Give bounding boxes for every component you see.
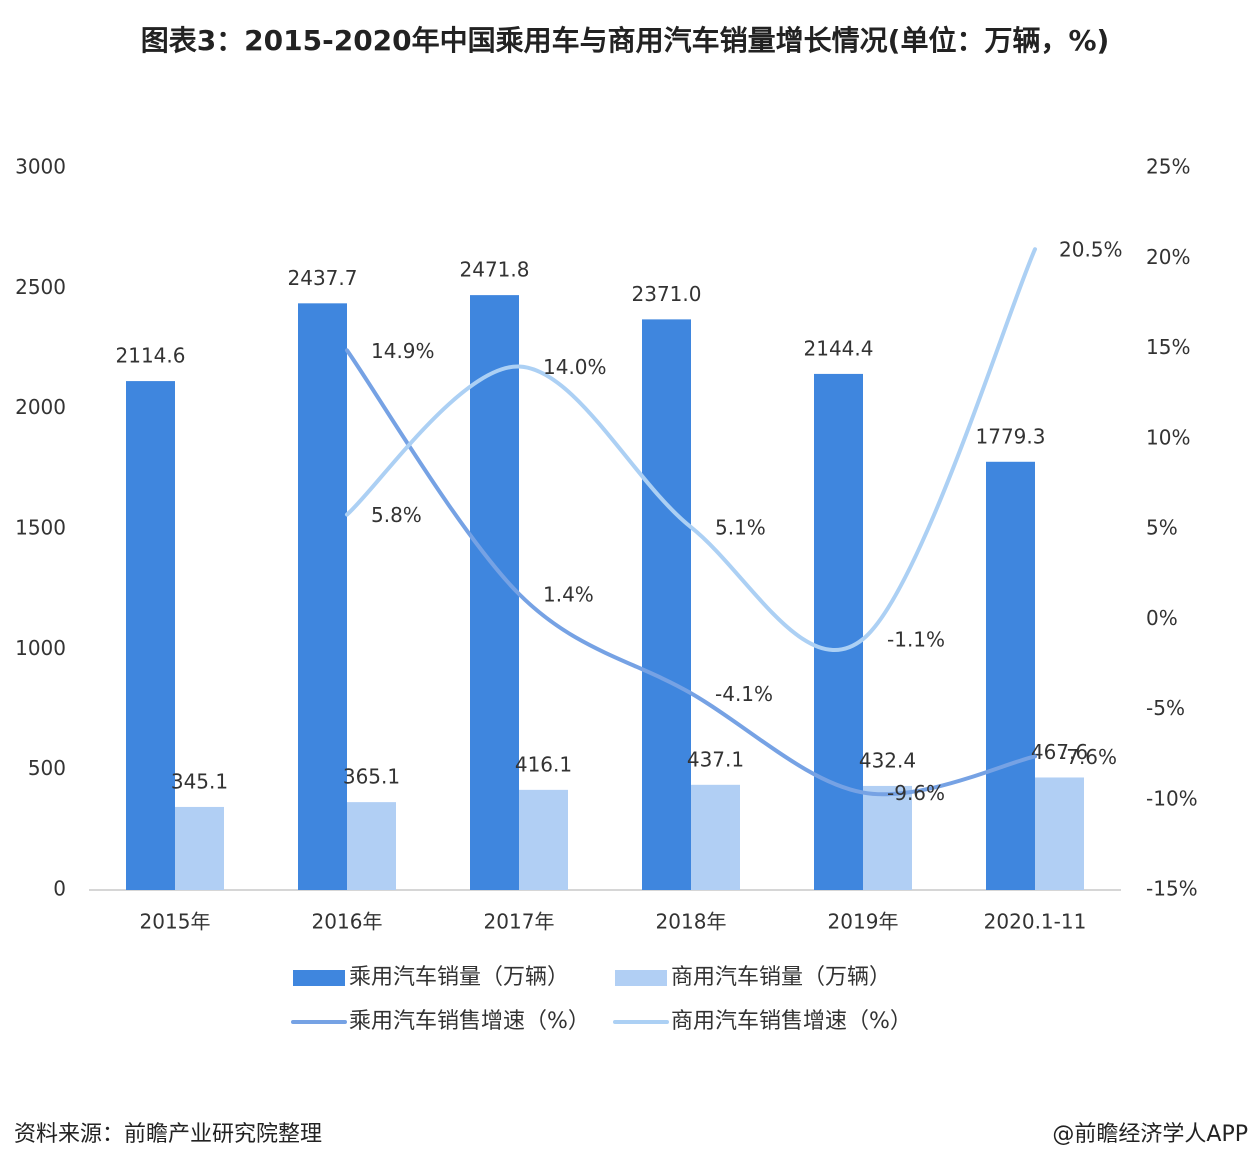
line-value-label: 5.1% <box>715 516 766 540</box>
bar <box>863 785 912 890</box>
bar <box>470 295 519 891</box>
line-value-label: 14.9% <box>371 339 435 363</box>
y-tick-label: 3000 <box>15 155 66 179</box>
bar-value-label: 437.1 <box>687 747 744 771</box>
bar <box>642 319 691 890</box>
y2-tick-label: -10% <box>1146 786 1198 810</box>
line-series <box>345 348 1037 797</box>
y2-tick-label: 0% <box>1146 606 1178 630</box>
bar-value-label: 1779.3 <box>976 424 1046 448</box>
bar-value-label: 416.1 <box>515 752 572 776</box>
y2-tick-label: 20% <box>1146 245 1190 269</box>
bar-value-label: 2114.6 <box>116 344 186 368</box>
bar-value-label: 345.1 <box>171 769 228 793</box>
x-tick-label: 2018年 <box>656 910 727 934</box>
bar <box>347 802 396 890</box>
line-value-label: -4.1% <box>715 682 773 706</box>
bar <box>691 784 740 890</box>
legend-label: 乘用汽车销售增速（%） <box>349 1009 590 1034</box>
y2-tick-label: 25% <box>1146 155 1190 179</box>
y2-tick-label: -15% <box>1146 877 1198 901</box>
chart-title: 图表3：2015-2020年中国乘用车与商用汽车销量增长情况(单位：万辆，%) <box>141 24 1110 57</box>
y-tick-label: 0 <box>53 877 66 901</box>
x-tick-label: 2016年 <box>312 910 383 934</box>
bar-value-label: 2437.7 <box>288 266 358 290</box>
y-tick-label: 500 <box>28 756 66 780</box>
line-value-label: 5.8% <box>371 503 422 527</box>
bar <box>175 806 224 890</box>
y2-tick-label: 10% <box>1146 425 1190 449</box>
bar <box>298 303 347 890</box>
x-tick-label: 2015年 <box>140 910 211 934</box>
bar <box>986 461 1035 890</box>
x-tick-label: 2019年 <box>828 910 899 934</box>
bar-value-label: 2144.4 <box>804 336 874 360</box>
bar <box>126 381 175 890</box>
source-note: 资料来源：前瞻产业研究院整理 <box>14 1122 322 1147</box>
bar-value-label: 2371.0 <box>632 282 702 306</box>
y-tick-label: 2000 <box>15 395 66 419</box>
bar <box>1035 777 1084 890</box>
line-value-label: -9.6% <box>887 781 945 805</box>
x-tick-label: 2020.1-11 <box>984 910 1087 934</box>
bar-value-label: 2471.8 <box>460 258 530 282</box>
line-series <box>345 247 1037 653</box>
y2-tick-label: 5% <box>1146 516 1178 540</box>
credit: @前瞻经济学人APP <box>1052 1122 1248 1147</box>
line-value-label: -7.6% <box>1059 745 1117 769</box>
bar-value-label: 365.1 <box>343 765 400 789</box>
legend-swatch <box>615 970 667 986</box>
y-tick-label: 1500 <box>15 516 66 540</box>
line-value-label: 20.5% <box>1059 238 1123 262</box>
y-tick-label: 1000 <box>15 636 66 660</box>
legend-label: 乘用汽车销量（万辆） <box>349 965 569 990</box>
line-value-label: -1.1% <box>887 628 945 652</box>
legend-swatch <box>293 970 345 986</box>
legend-label: 商用汽车销量（万辆） <box>671 965 891 990</box>
bar-value-label: 432.4 <box>859 748 916 772</box>
legend-label: 商用汽车销售增速（%） <box>671 1009 912 1034</box>
y-tick-label: 2500 <box>15 275 66 299</box>
line-value-label: 14.0% <box>543 355 607 379</box>
line-value-label: 1.4% <box>543 582 594 606</box>
y2-tick-label: 15% <box>1146 335 1190 359</box>
bar-value-label: 467.6 <box>1031 740 1088 764</box>
bar <box>519 789 568 890</box>
y2-tick-label: -5% <box>1146 696 1185 720</box>
x-tick-label: 2017年 <box>484 910 555 934</box>
bar <box>814 373 863 890</box>
